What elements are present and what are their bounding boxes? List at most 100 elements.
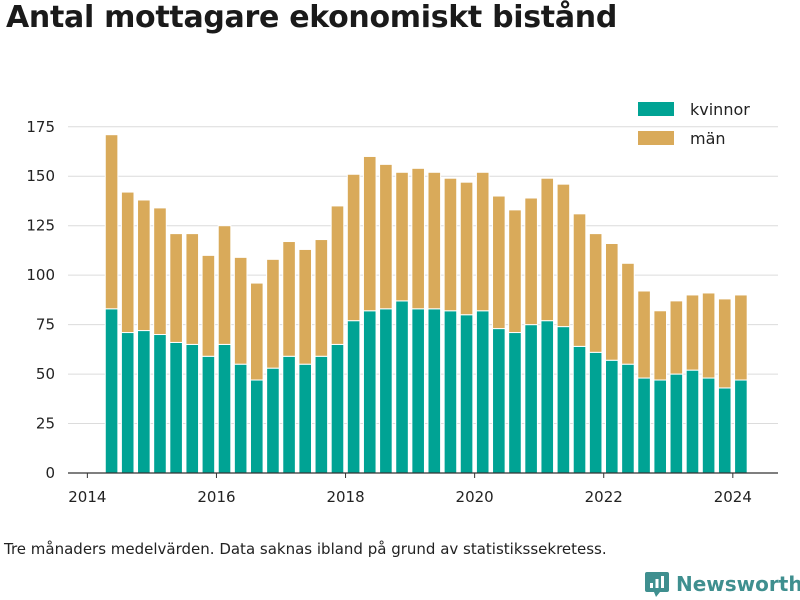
bar-man	[443, 177, 458, 312]
x-tick-label: 2018	[326, 488, 364, 506]
bar-kvinnor	[508, 332, 522, 474]
bar-kvinnor	[524, 324, 538, 474]
bar-man	[492, 195, 506, 330]
bar-kvinnor	[298, 363, 313, 474]
bar-man	[604, 243, 619, 361]
bar-man	[249, 282, 264, 381]
bar-man	[346, 173, 361, 322]
bar-kvinnor	[137, 330, 151, 474]
bar-man	[137, 199, 151, 332]
bar-man	[524, 197, 538, 326]
x-tick-label: 2016	[197, 488, 235, 506]
x-tick-label: 2020	[456, 488, 494, 506]
bar-kvinnor	[249, 379, 264, 474]
axes: 0 25 50 75 100 125 150 175 2014 2016 2018 2020 2022 2…	[26, 118, 778, 506]
bar-man	[621, 262, 635, 365]
bar-kvinnor	[492, 328, 506, 474]
bar-kvinnor	[734, 379, 748, 474]
bar-kvinnor	[104, 308, 119, 474]
bar-kvinnor	[475, 310, 490, 474]
bar-man	[685, 294, 700, 371]
bar-man	[653, 310, 668, 381]
bar-kvinnor	[701, 377, 716, 474]
bar-man	[169, 233, 183, 343]
y-tick-label: 25	[36, 415, 55, 433]
bar-man	[572, 213, 587, 347]
bar-man	[459, 181, 474, 316]
footnote: Tre månaders medelvärden. Data saknas ib…	[4, 540, 607, 558]
bar-man	[588, 233, 603, 353]
bar-kvinnor	[282, 355, 296, 474]
bar-man	[508, 209, 522, 334]
bar-kvinnor	[346, 320, 361, 474]
bar-man	[266, 258, 280, 369]
bar-man	[120, 191, 135, 334]
bar-kvinnor	[120, 332, 135, 474]
bar-kvinnor	[233, 363, 248, 474]
bar-man	[298, 248, 313, 365]
bar-kvinnor	[379, 308, 393, 474]
bar-man	[282, 241, 296, 357]
bar-man	[362, 155, 377, 312]
bar-kvinnor	[330, 343, 345, 474]
bar-kvinnor	[685, 369, 700, 474]
bar-kvinnor	[395, 300, 409, 474]
bar-kvinnor	[411, 308, 425, 474]
y-tick-label: 100	[26, 266, 55, 284]
bar-kvinnor	[153, 334, 167, 474]
bar-kvinnor	[362, 310, 377, 474]
bar-kvinnor	[621, 363, 635, 474]
y-tick-label: 125	[26, 217, 55, 235]
bar-kvinnor	[637, 377, 651, 474]
bar-kvinnor	[717, 387, 732, 474]
legend-label: män	[690, 129, 726, 148]
bar-man	[475, 171, 490, 312]
bar-kvinnor	[540, 320, 555, 474]
bar-man	[314, 239, 329, 357]
stacked-bar-chart: 0 25 50 75 100 125 150 175 2014 2016 2018 2020 2022 2…	[26, 100, 778, 506]
bar-man	[717, 298, 732, 389]
bar-man	[556, 183, 571, 328]
bar-kvinnor	[669, 373, 684, 474]
bar-man	[395, 171, 409, 302]
bar-man	[379, 163, 393, 310]
legend-swatch	[638, 102, 674, 116]
bar-kvinnor	[201, 355, 216, 474]
bar-man	[637, 290, 651, 379]
bar-man	[669, 300, 684, 375]
bar-man	[217, 225, 232, 345]
bar-man	[233, 256, 248, 365]
bar-kvinnor	[266, 367, 280, 474]
bar-kvinnor	[588, 351, 603, 474]
x-tick-label: 2022	[585, 488, 623, 506]
bar-man	[701, 292, 716, 379]
bar-man	[427, 171, 442, 310]
bar-man	[153, 207, 167, 336]
bars	[104, 134, 748, 474]
bar-kvinnor	[572, 345, 587, 474]
bar-man	[411, 167, 425, 310]
y-tick-label: 75	[36, 316, 55, 334]
chart-title: Antal mottagare ekonomiskt bistånd	[6, 0, 618, 35]
bar-kvinnor	[217, 343, 232, 474]
legend-swatch	[638, 131, 674, 145]
legend-label: kvinnor	[690, 100, 750, 119]
y-tick-label: 150	[26, 167, 55, 185]
legend: kvinnor män	[638, 100, 750, 148]
bar-kvinnor	[653, 379, 668, 474]
bar-kvinnor	[185, 343, 200, 474]
bar-kvinnor	[314, 355, 329, 474]
y-tick-label: 50	[36, 365, 55, 383]
newsworthy-logo-icon	[645, 572, 669, 597]
bar-man	[104, 134, 119, 310]
brand-name: Newsworthy	[676, 572, 800, 596]
bar-man	[201, 254, 216, 357]
bar-kvinnor	[169, 341, 183, 474]
y-tick-label: 175	[26, 118, 55, 136]
bar-kvinnor	[459, 314, 474, 474]
bar-kvinnor	[556, 326, 571, 474]
bar-man	[734, 294, 748, 381]
bar-man	[185, 233, 200, 345]
x-tick-label: 2024	[714, 488, 752, 506]
x-tick-label: 2014	[68, 488, 106, 506]
